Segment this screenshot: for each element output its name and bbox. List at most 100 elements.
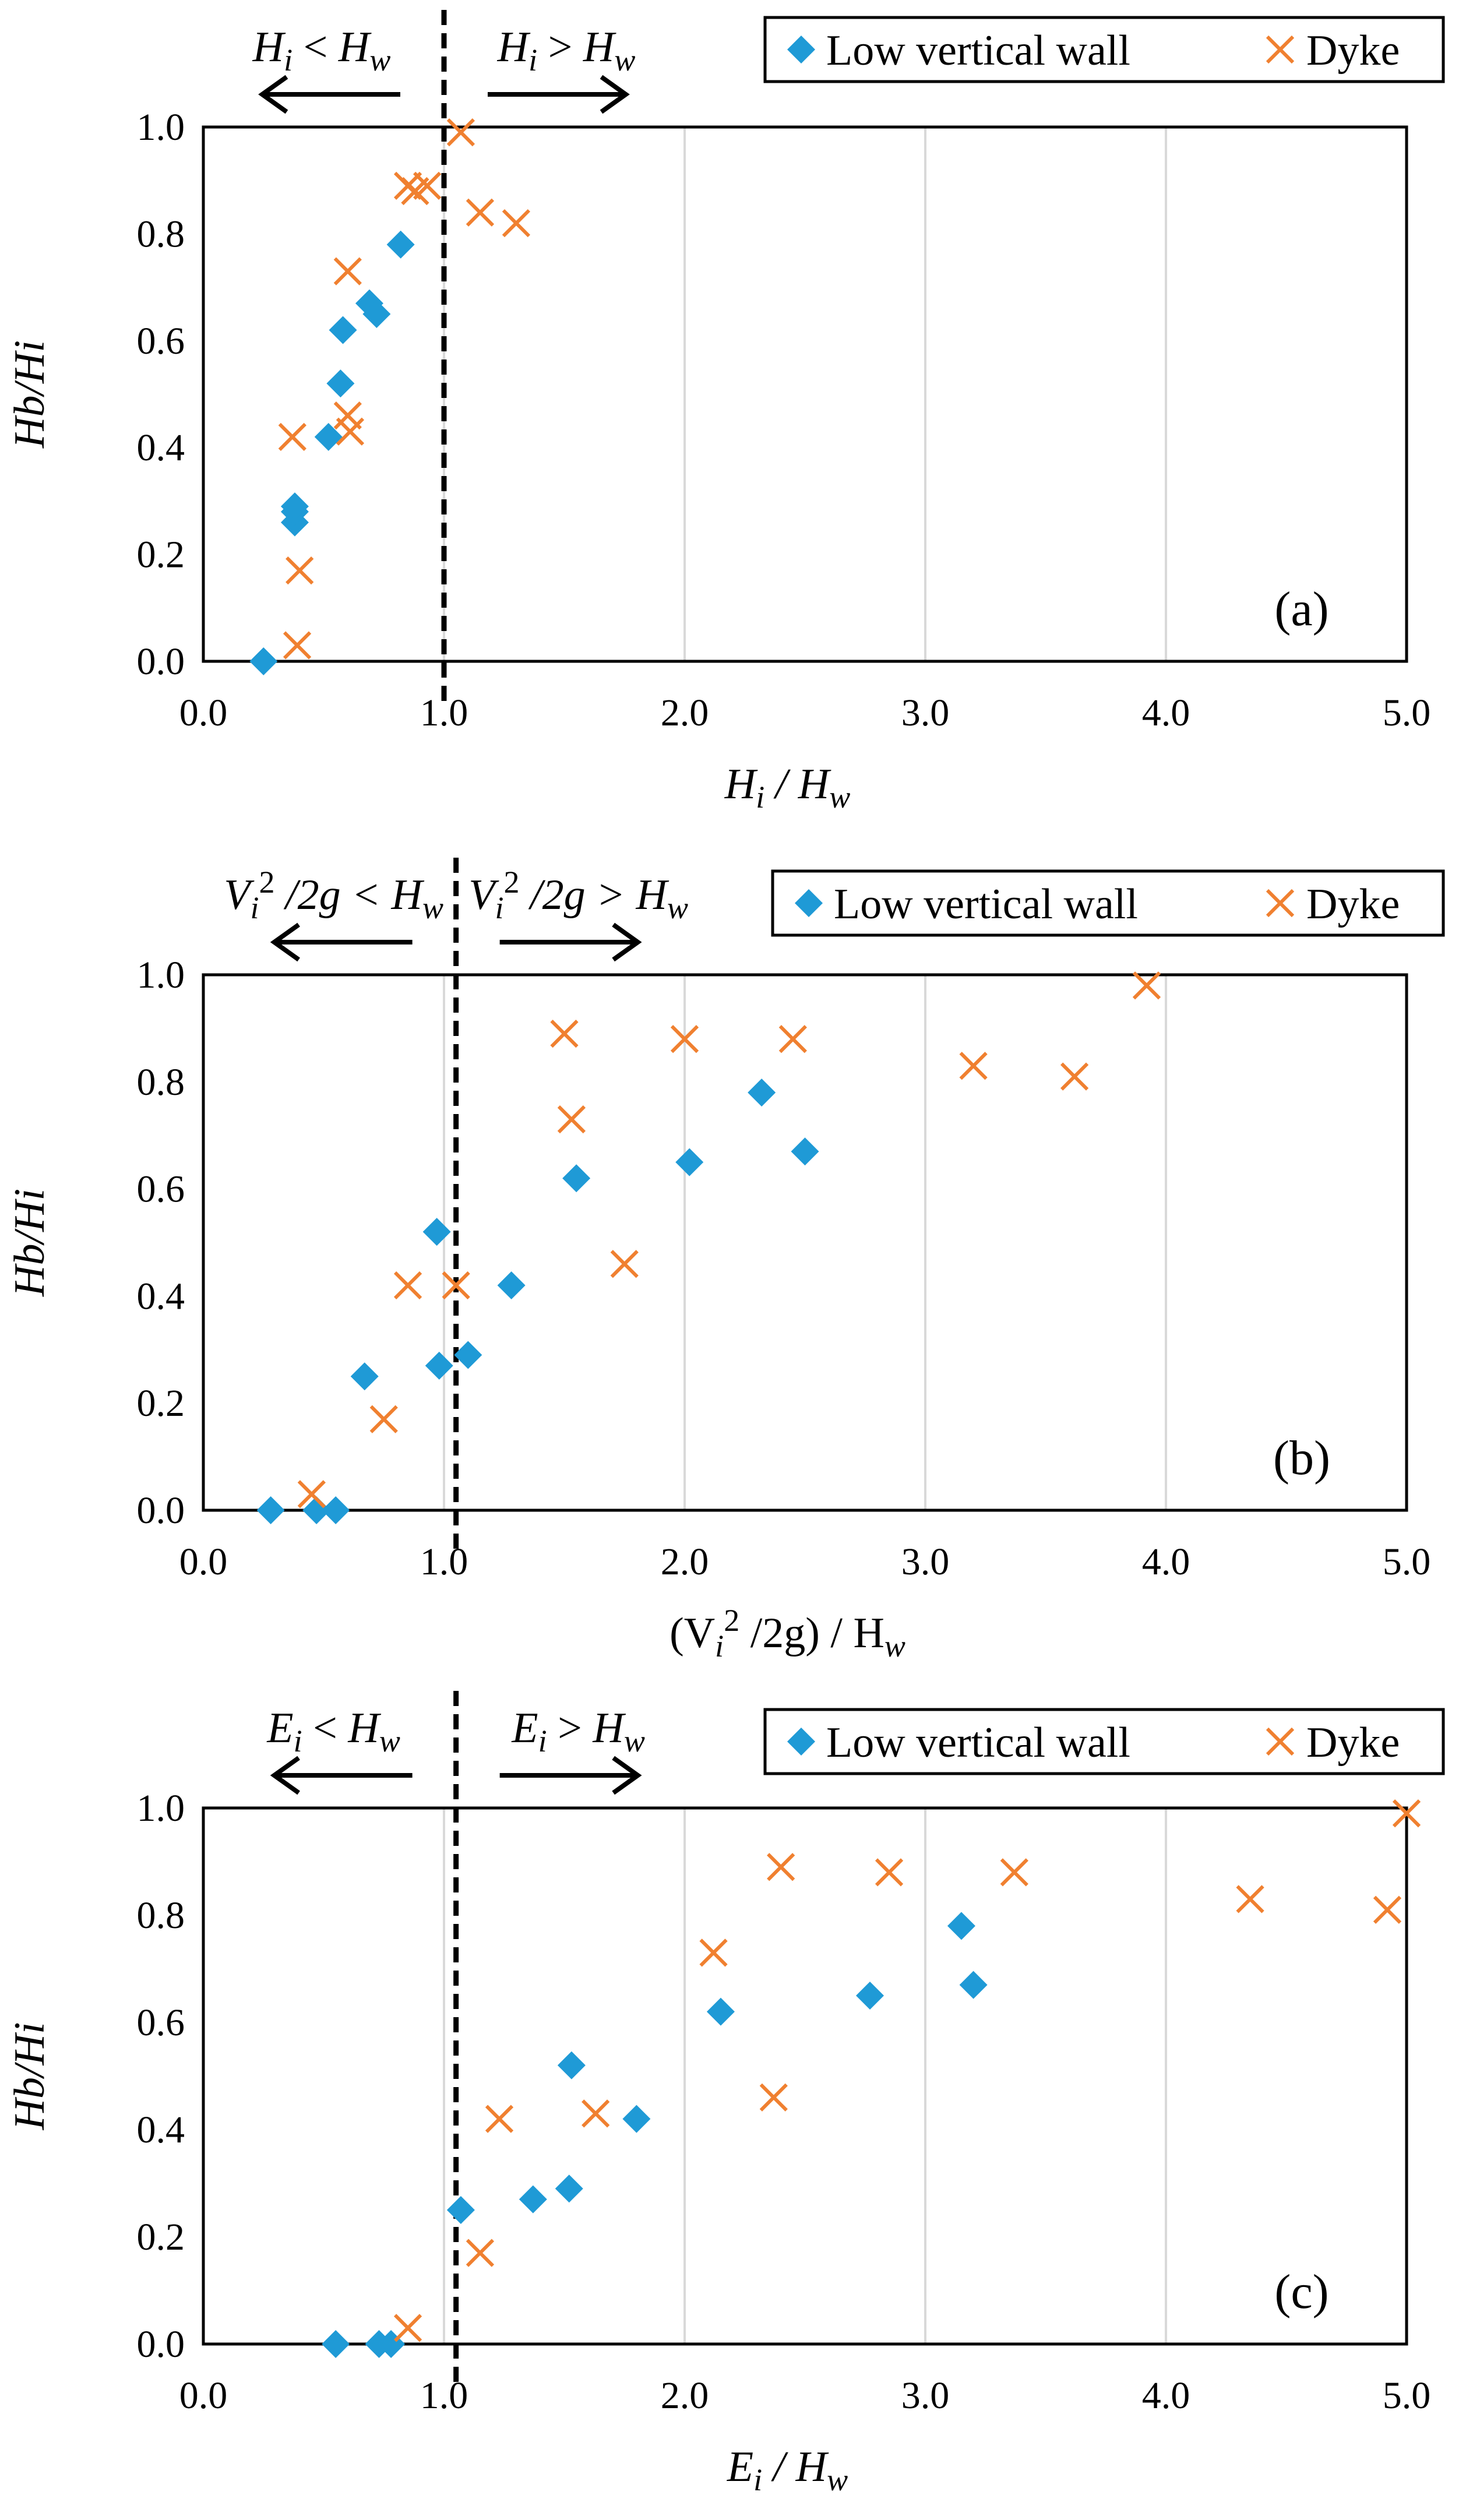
x-axis-title: Ei / Hw [727,2443,848,2497]
point-dyke [466,2239,495,2267]
legend-box [771,869,1445,937]
arrow-left-head [270,922,300,962]
panel-label: (a) [1274,582,1329,636]
legend: Low vertical wall Dyke [763,1708,1445,1775]
arrow-right-head [612,1756,642,1795]
plot-frame [202,125,1408,663]
plot-border [202,125,1408,663]
point-low-vertical-wall [519,2185,547,2214]
legend: Low vertical wall Dyke [771,869,1445,937]
point-dyke [442,1271,470,1300]
point-dyke [1132,971,1161,1000]
point-dyke [278,422,306,451]
x-tick-label: 4.0 [1142,1541,1190,1583]
x-axis-title: Hi / Hw [724,760,851,815]
y-tick-label: 0.2 [137,2216,185,2258]
y-tick-label: 0.6 [137,1168,185,1211]
legend-box [763,1708,1445,1775]
point-low-vertical-wall [497,1271,526,1300]
y-tick-label: 0.0 [137,640,185,683]
legend-box [763,16,1445,83]
point-low-vertical-wall [425,1351,453,1380]
point-low-vertical-wall [555,2174,583,2203]
point-low-vertical-wall [249,647,278,675]
legend-diamond-marker [795,889,823,917]
point-dyke [778,1025,807,1053]
arrow-left-head [270,1756,300,1795]
point-low-vertical-wall [562,1164,591,1193]
point-dyke [1373,1895,1402,1924]
arrow-label-left: Hi < Hw [252,23,391,77]
y-tick-label: 0.2 [137,534,185,576]
point-low-vertical-wall [350,1362,379,1391]
plot-border [202,1806,1408,2346]
direction-arrows [258,75,630,114]
legend-label-dyke: Dyke [1306,880,1400,928]
y-tick-label: 0.4 [137,2109,185,2151]
point-dyke [1236,1885,1264,1913]
legend-label-wall: Low vertical wall [826,1719,1130,1767]
y-tick-label: 0.0 [137,1489,185,1532]
point-dyke [369,1405,398,1433]
arrow-label-right: Ei > Hw [511,1704,644,1758]
x-tick-label: 0.0 [179,2374,228,2417]
point-dyke [582,2099,610,2128]
point-dyke [610,1250,639,1278]
point-low-vertical-wall [454,1341,482,1369]
legend-label-wall: Low vertical wall [834,880,1138,928]
point-low-vertical-wall [446,2196,475,2224]
point-dyke [767,1853,795,1881]
point-dyke [485,2105,514,2133]
x-tick-label: 2.0 [661,1541,709,1583]
y-tick-labels: 0.0 0.2 0.4 0.6 0.8 1.0 [137,1787,185,2366]
x-tick-labels: 0.0 1.0 2.0 3.0 4.0 5.0 [179,2374,1431,2417]
plot-border [202,973,1408,1512]
legend-diamond [795,889,823,917]
x-tick-label: 1.0 [420,1541,468,1583]
point-low-vertical-wall [256,1496,285,1524]
point-dyke [286,556,314,585]
y-axis-title: Hb/Hi [6,2022,54,2131]
x-tick-label: 4.0 [1142,2374,1190,2417]
x-tick-label: 4.0 [1142,692,1190,734]
point-dyke [959,1052,988,1080]
direction-arrows [270,922,642,962]
point-low-vertical-wall [947,1912,975,1940]
y-tick-label: 0.6 [137,320,185,362]
y-tick-label: 0.8 [137,1061,185,1104]
x-tick-label: 3.0 [901,1541,950,1583]
point-low-vertical-wall [856,1982,885,2010]
x-tick-label: 1.0 [420,692,468,734]
plot-frame [202,1806,1408,2346]
x-axis-title: (Vi2 /2g) / Hw [669,1603,905,1663]
point-dyke [393,1271,422,1300]
chart-panel-a: 0.0 0.2 0.4 0.6 0.8 1.0 0.0 1.0 2.0 3.0 4.0 5.0 Hb… [6,10,1445,815]
y-tick-label: 1.0 [137,954,185,996]
point-low-vertical-wall [314,422,343,451]
x-tick-label: 0.0 [179,1541,228,1583]
point-dyke [875,1858,904,1887]
x-tick-label: 2.0 [661,2374,709,2417]
point-dyke [759,2083,788,2112]
point-low-vertical-wall [326,369,355,398]
point-low-vertical-wall [322,2330,350,2358]
y-tick-labels: 0.0 0.2 0.4 0.6 0.8 1.0 [137,954,185,1532]
legend-label-dyke: Dyke [1306,1719,1400,1767]
y-tick-label: 1.0 [137,106,185,149]
legend-diamond [787,1728,815,1756]
arrow-label-right: Vi2 /2g > Hw [468,865,688,925]
point-low-vertical-wall [422,1218,451,1246]
x-tick-labels: 0.0 1.0 2.0 3.0 4.0 5.0 [179,1541,1431,1583]
y-tick-label: 0.0 [137,2323,185,2366]
point-dyke [1392,1799,1421,1828]
y-tick-label: 0.6 [137,2001,185,2044]
point-dyke [502,209,531,238]
grid-lines [443,975,1408,1510]
legend-diamond-marker [787,1728,815,1756]
point-low-vertical-wall [959,1971,988,1999]
legend-cross [1266,889,1295,918]
point-low-vertical-wall [280,492,309,521]
x-tick-label: 2.0 [661,692,709,734]
point-low-vertical-wall [706,1997,735,2026]
y-axis-title: Hb/Hi [6,1189,54,1297]
